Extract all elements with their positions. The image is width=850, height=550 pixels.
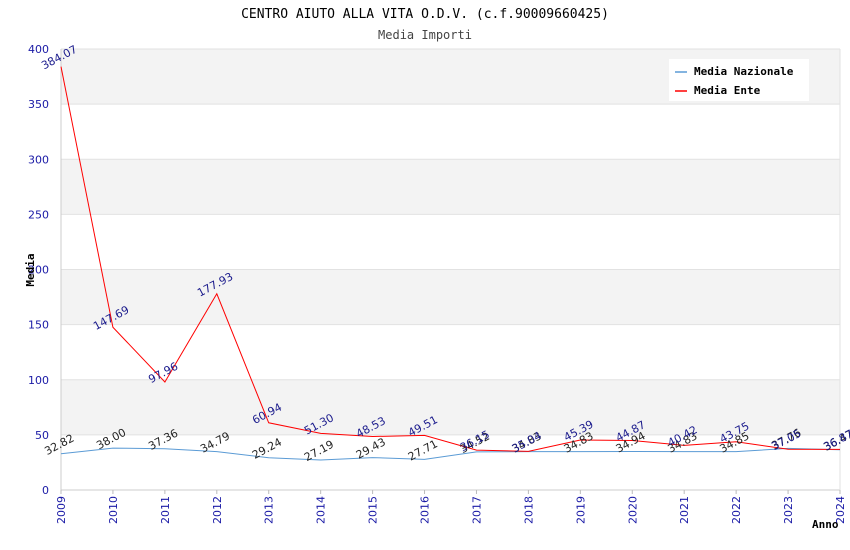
x-tick-label: 2019 [574,496,587,524]
legend-box [669,59,809,101]
series-line-media-nazionale [60,447,841,461]
grid-band [61,269,840,325]
grid-band [61,324,840,380]
x-tick-label: 2023 [782,496,795,524]
x-tick-label: 2011 [159,496,172,524]
y-tick-label: 0 [42,484,49,497]
y-tick-label: 400 [28,43,49,56]
x-tick-label: 2017 [470,496,483,524]
y-tick-label: 150 [28,319,49,332]
x-tick-label: 2018 [522,496,535,524]
y-tick-label: 100 [28,374,49,387]
chart-subtitle: Media Importi [378,28,472,42]
y-axis: 0 50 100 150 200 250 300 350 400 [28,43,49,497]
x-tick-label: 2020 [626,496,639,524]
series-line-media-ente [60,66,841,452]
x-tick-label: 2012 [211,496,224,524]
grid-band [61,104,840,160]
grid-band [61,379,840,435]
x-tick-label: 2021 [678,496,691,524]
y-tick-label: 200 [28,264,49,277]
x-tick-label: 2024 [834,496,847,524]
x-tick-label: 2022 [730,496,743,524]
x-axis: 2009 2010 2011 2012 2013 2014 2015 2016 2017 2018… [55,490,847,524]
x-tick-label: 2010 [107,496,120,524]
y-tick-label: 50 [35,429,49,442]
x-axis-label: Anno [812,518,839,531]
x-tick-label: 2014 [315,496,328,524]
legend: Media Nazionale Media Ente [669,59,809,101]
grid-band [61,159,840,215]
y-tick-label: 350 [28,98,49,111]
x-tick-label: 2013 [263,496,276,524]
plot-background [60,48,841,491]
legend-label-media-ente: Media Ente [694,84,761,97]
x-tick-label: 2015 [367,496,380,524]
x-tick-label: 2016 [419,496,432,524]
x-tick-label: 2009 [55,496,68,524]
series-group [60,66,841,461]
y-tick-label: 250 [28,208,49,221]
y-axis-label: Media [24,253,37,286]
y-tick-label: 300 [28,153,49,166]
chart-title: CENTRO AIUTO ALLA VITA O.D.V. (c.f.90009… [241,7,609,22]
grid-band [61,214,840,270]
legend-label-media-nazionale: Media Nazionale [694,65,794,78]
